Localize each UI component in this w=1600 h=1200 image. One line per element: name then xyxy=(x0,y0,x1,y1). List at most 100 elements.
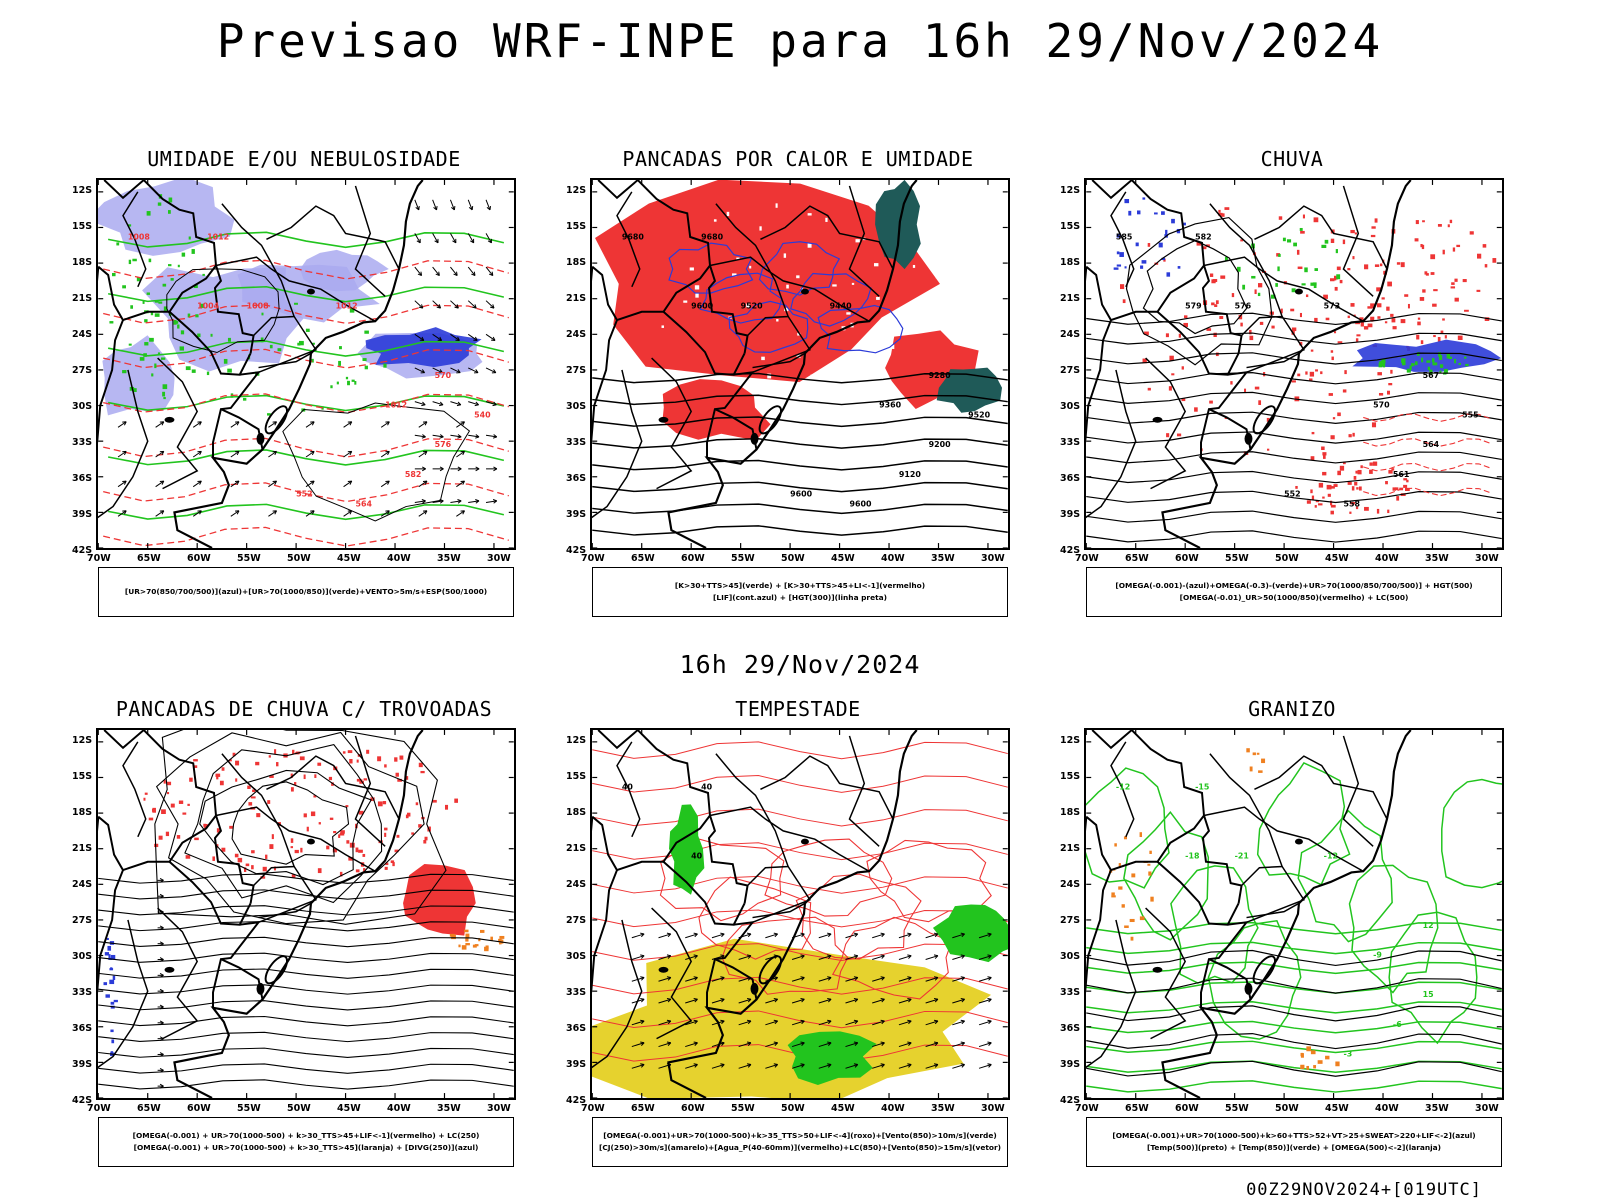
map-granizo[interactable]: -12 -15 -18 -21 -12 -9 12 15 -6 -3 12S 15S 18S 21S 24S… xyxy=(1060,728,1504,1114)
lon-label: 65W xyxy=(1125,1103,1149,1114)
omega-speck-orange xyxy=(1118,886,1123,890)
wind-vector xyxy=(230,450,240,458)
omega-speck-orange xyxy=(1139,916,1145,921)
humid-speck-green xyxy=(149,337,154,342)
storm-speck-red xyxy=(333,831,337,834)
wind-vector xyxy=(432,199,438,211)
storm-area-red xyxy=(403,863,476,936)
rain-area-blue xyxy=(1352,339,1502,372)
temp850-contour xyxy=(1086,921,1502,935)
wind-vector-head xyxy=(960,932,965,938)
thickness-contour xyxy=(103,348,509,369)
lon-label: 55W xyxy=(237,1103,261,1114)
wind-vector xyxy=(485,401,497,406)
thickness-contour xyxy=(103,526,509,547)
storm-speck-red xyxy=(328,776,333,781)
rain-speck-red xyxy=(1433,335,1436,338)
lc500-contour xyxy=(1363,462,1493,472)
contour-label: 9200 xyxy=(929,440,952,449)
border-line xyxy=(592,919,643,1069)
omega-speck-orange xyxy=(1325,1055,1330,1060)
wind-vector-head xyxy=(933,1041,939,1046)
border-line xyxy=(616,264,711,322)
rain-speck-green xyxy=(1286,239,1292,243)
rain-speck-green xyxy=(1409,365,1412,371)
storm-speck-red xyxy=(392,862,395,867)
wind-vector-head xyxy=(960,976,965,981)
wind-vector xyxy=(485,434,497,438)
rain-speck-red xyxy=(1330,278,1335,282)
gap-speck xyxy=(683,300,688,303)
gap-speck xyxy=(761,356,765,361)
wind-vector-head xyxy=(800,1063,805,1068)
wind-vector-head xyxy=(493,466,498,472)
storm-speck-red xyxy=(235,760,240,766)
rain-speck-blue xyxy=(1137,210,1141,215)
map-trovoadas[interactable]: 12S 15S 18S 21S 24S 27S 30S 33S 36S 39S 42S 70W 65W 6… xyxy=(72,728,516,1114)
lake-icon xyxy=(1152,416,1163,423)
storm-speck-red xyxy=(377,801,383,807)
gap-speck xyxy=(851,282,855,285)
lagoa-mirim xyxy=(750,432,759,445)
humid-speck-green xyxy=(162,384,168,390)
rain-speck-red xyxy=(1400,319,1406,324)
rain-speck-blue xyxy=(1154,212,1158,215)
lat-label: 33S xyxy=(72,437,93,448)
legend-tempestade: [OMEGA(-0.001)+UR>70(1000-500)+k>35_TTS>… xyxy=(592,1117,1008,1167)
lat-label: 12S xyxy=(1060,735,1081,746)
wind-vector xyxy=(952,998,965,1004)
storm-speck-red xyxy=(182,812,187,815)
storm-speck-red xyxy=(250,796,256,799)
storm-speck-orange xyxy=(490,936,493,942)
border-line xyxy=(1110,264,1205,322)
border-line xyxy=(122,191,147,288)
temp850-contour xyxy=(1441,778,1502,889)
streamline-arrow-head xyxy=(159,925,164,931)
rain-speck-blue xyxy=(1182,222,1186,226)
wind-vector xyxy=(380,480,390,488)
rain-speck-green xyxy=(1438,352,1441,357)
wind-vector-head xyxy=(272,421,278,426)
wind-vector xyxy=(952,933,965,939)
humid-speck-green xyxy=(227,337,231,342)
streamline xyxy=(155,731,425,925)
rain-speck-green xyxy=(1429,369,1433,375)
map-chuva[interactable]: 585 582 579 576 573 570 567 564 561 558 552 555 12S 1… xyxy=(1060,178,1504,564)
thickness-contour xyxy=(103,259,509,280)
wind-vector-head xyxy=(418,304,424,309)
lat-label: 39S xyxy=(1060,1059,1081,1070)
rain-speck-green xyxy=(1446,353,1451,359)
humid-speck-green xyxy=(157,352,161,356)
wind-vector xyxy=(791,955,805,960)
lake-icon xyxy=(800,288,809,295)
wind-vector xyxy=(485,199,491,211)
rain-speck-red xyxy=(1390,369,1393,374)
humid-speck-green xyxy=(305,328,310,332)
storm-speck-red xyxy=(167,781,172,786)
map-pancadas-calor[interactable]: 9680 9680 9600 9520 9440 9360 9280 9200 9120 9600… xyxy=(566,178,1010,564)
rain-speck-red xyxy=(1296,249,1300,255)
wind-vector-head xyxy=(122,480,127,485)
lat-label: 24S xyxy=(1060,329,1081,340)
storm-speck-red xyxy=(349,758,353,764)
rain-speck-green xyxy=(1321,244,1327,249)
divergence-speck-blue xyxy=(106,937,109,940)
field-layer xyxy=(1086,197,1502,543)
rain-speck-red xyxy=(1371,226,1376,229)
wind-vector-head xyxy=(693,1063,698,1068)
thickness-contour xyxy=(103,393,509,414)
storm-speck-red xyxy=(251,850,255,854)
wind-vector-head xyxy=(421,499,426,504)
rain-speck-red xyxy=(1352,432,1355,437)
wind-vector xyxy=(898,998,912,1004)
map-umidade[interactable]: 1008 1012 1004 1008 1012 1012 570 576 582 564 552 5… xyxy=(72,178,516,564)
map-tempestade[interactable]: 40 40 40 12S 15S 18S 21S 24S 27S 30S 33S 36S 39S 42S 7… xyxy=(566,728,1010,1114)
storm-speck-red xyxy=(221,847,226,852)
storm-speck-red xyxy=(329,817,334,820)
wind-vector-head xyxy=(720,1063,725,1068)
rain-speck-red xyxy=(1212,279,1218,283)
wind-vector-head xyxy=(693,1041,698,1046)
water-vapor-contour xyxy=(764,838,893,917)
wind-vector-head xyxy=(122,421,127,426)
rain-speck-red xyxy=(1424,271,1428,275)
